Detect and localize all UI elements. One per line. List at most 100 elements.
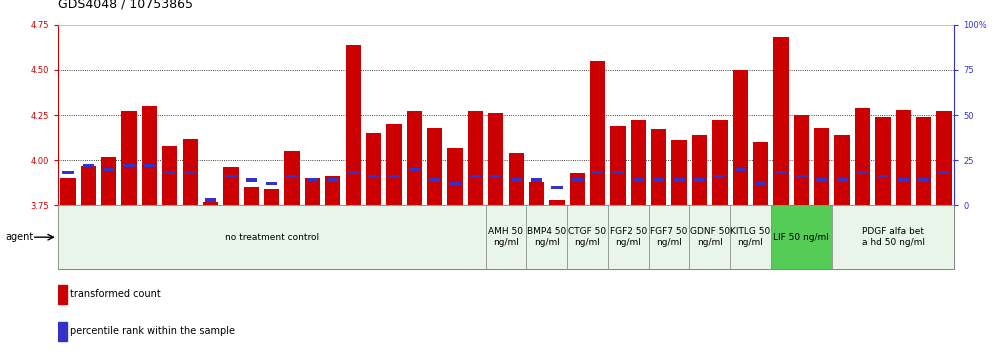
Bar <box>773 38 789 205</box>
Bar <box>673 178 684 182</box>
Bar <box>406 112 422 205</box>
Bar <box>648 205 689 269</box>
Bar <box>753 142 768 205</box>
Bar <box>835 135 850 205</box>
Bar <box>427 128 442 205</box>
Bar <box>796 175 807 178</box>
Bar <box>526 205 567 269</box>
Bar <box>122 112 136 205</box>
Bar <box>529 182 544 205</box>
Bar <box>590 61 606 205</box>
Bar <box>608 205 648 269</box>
Text: BMP4 50
ng/ml: BMP4 50 ng/ml <box>527 228 567 247</box>
Bar <box>408 167 420 171</box>
Bar <box>81 166 96 205</box>
Bar <box>287 175 298 178</box>
Bar <box>592 171 604 175</box>
Bar <box>531 178 542 182</box>
Bar <box>184 171 196 175</box>
Bar <box>814 128 830 205</box>
Text: CTGF 50
ng/ml: CTGF 50 ng/ml <box>569 228 607 247</box>
Bar <box>572 178 583 182</box>
Bar <box>328 178 339 182</box>
Bar <box>447 148 463 205</box>
Bar <box>162 146 177 205</box>
Bar <box>832 205 954 269</box>
Bar <box>694 178 705 182</box>
Bar <box>651 130 666 205</box>
Bar <box>141 106 157 205</box>
Bar <box>630 120 646 205</box>
Bar <box>386 124 401 205</box>
Bar <box>205 198 216 201</box>
Bar <box>366 133 381 205</box>
Bar <box>104 167 115 171</box>
Bar <box>58 205 486 269</box>
Bar <box>692 135 707 205</box>
Bar <box>776 171 787 175</box>
Bar <box>449 182 460 185</box>
Bar <box>712 120 727 205</box>
Text: FGF2 50
ng/ml: FGF2 50 ng/ml <box>610 228 646 247</box>
Bar <box>611 126 625 205</box>
Text: FGF7 50
ng/ml: FGF7 50 ng/ml <box>650 228 687 247</box>
Text: transformed count: transformed count <box>70 289 161 299</box>
Bar <box>897 178 908 182</box>
Bar <box>570 173 585 205</box>
Bar <box>488 113 503 205</box>
Bar <box>486 205 526 269</box>
Bar <box>470 175 481 178</box>
Bar <box>307 178 318 182</box>
Bar <box>895 110 911 205</box>
Text: PDGF alfa bet
a hd 50 ng/ml: PDGF alfa bet a hd 50 ng/ml <box>862 228 924 247</box>
Bar <box>368 175 379 178</box>
Bar <box>244 187 259 205</box>
Bar <box>143 164 155 167</box>
Bar <box>671 140 687 205</box>
Bar <box>58 322 67 341</box>
Bar <box>857 171 869 175</box>
Bar <box>58 285 67 304</box>
Bar <box>203 202 218 205</box>
Bar <box>875 117 890 205</box>
Bar <box>653 178 664 182</box>
Bar <box>632 178 644 182</box>
Bar <box>61 178 76 205</box>
Text: agent: agent <box>5 232 33 242</box>
Text: KITLG 50
ng/ml: KITLG 50 ng/ml <box>730 228 771 247</box>
Bar <box>429 178 440 182</box>
Bar <box>348 171 359 175</box>
Bar <box>266 182 277 185</box>
Bar <box>325 176 341 205</box>
Bar <box>225 175 236 178</box>
Bar <box>264 189 279 205</box>
Text: GDS4048 / 10753865: GDS4048 / 10753865 <box>58 0 193 11</box>
Bar <box>855 108 871 205</box>
Bar <box>567 205 608 269</box>
Bar <box>733 70 748 205</box>
Bar <box>613 171 623 175</box>
Bar <box>164 171 175 175</box>
Bar <box>63 171 74 175</box>
Bar <box>101 156 117 205</box>
Bar <box>246 178 257 182</box>
Bar <box>305 178 320 205</box>
Bar <box>285 151 300 205</box>
Bar <box>916 117 931 205</box>
Bar <box>490 175 501 178</box>
Bar <box>730 205 771 269</box>
Bar <box>388 175 399 178</box>
Bar <box>877 175 888 178</box>
Bar <box>468 112 483 205</box>
Bar <box>714 175 725 178</box>
Bar <box>816 178 828 182</box>
Bar <box>771 205 832 269</box>
Bar <box>346 45 361 205</box>
Bar <box>837 178 848 182</box>
Bar <box>552 185 563 189</box>
Bar <box>938 171 949 175</box>
Bar <box>124 164 134 167</box>
Bar <box>794 115 809 205</box>
Bar <box>182 138 198 205</box>
Bar <box>735 167 746 171</box>
